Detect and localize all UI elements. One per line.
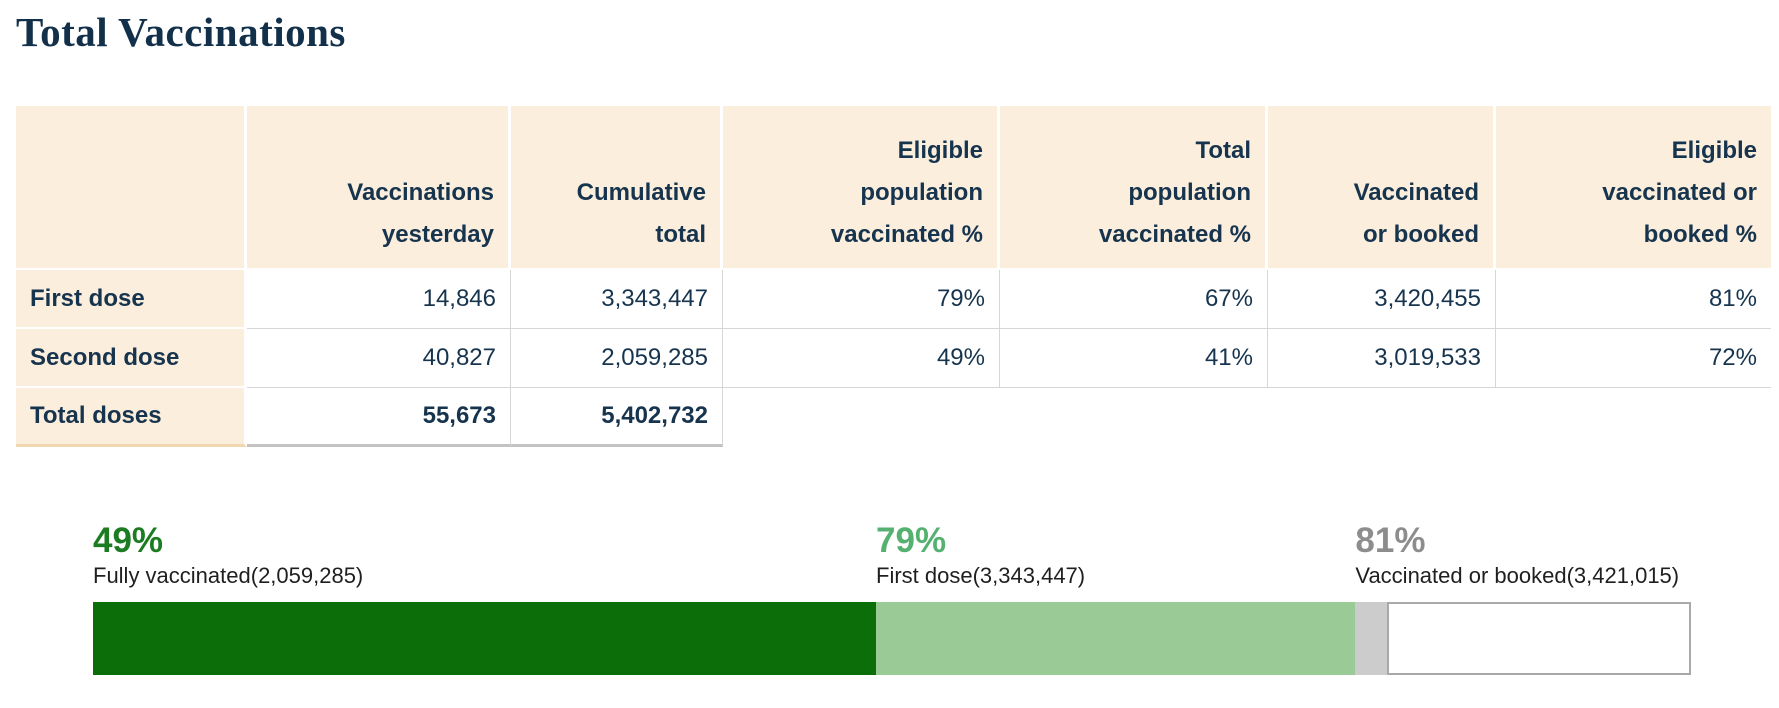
fully-vaccinated-caption: Fully vaccinated(2,059,285) — [93, 562, 364, 588]
cell-second-dose-vaccinated-or-booked: 3,019,533 — [1268, 329, 1496, 388]
bar-segment-fully-vaccinated — [93, 602, 877, 675]
cell-first-dose-vaccinated-or-booked: 3,420,455 — [1268, 270, 1496, 329]
cell-total-doses-cumulative: 5,402,732 — [511, 388, 723, 447]
cell-second-dose-total-pct: 41% — [1000, 329, 1268, 388]
cell-first-dose-eligible-booked-pct: 81% — [1496, 270, 1771, 329]
vaccinations-table: Vaccinations yesterday Cumulative total … — [16, 106, 1771, 447]
cell-second-dose-eligible-pct: 49% — [723, 329, 1000, 388]
vaccinations-dashboard: Total Vaccinations Vaccinations yesterda… — [16, 9, 1771, 675]
bar-label-fully-vaccinated: 49% Fully vaccinated(2,059,285) — [93, 521, 364, 589]
cell-first-dose-total-pct: 67% — [1000, 270, 1268, 329]
bar-labels: 49% Fully vaccinated(2,059,285) 79% Firs… — [93, 521, 1691, 599]
cell-empty — [1268, 388, 1496, 447]
cell-total-doses-yesterday: 55,673 — [247, 388, 511, 447]
row-label-second-dose: Second dose — [16, 329, 247, 388]
col-header-total-population-vaccinated: Total population vaccinated % — [1000, 106, 1268, 270]
col-header-eligible-vaccinated-or-booked: Eligible vaccinated or booked % — [1496, 106, 1771, 270]
bar-segment-first-dose — [876, 602, 1356, 675]
cell-empty — [1000, 388, 1268, 447]
vaccination-progress-chart: 49% Fully vaccinated(2,059,285) 79% Firs… — [93, 521, 1691, 675]
vaccinated-or-booked-caption: Vaccinated or booked(3,421,015) — [1355, 562, 1680, 588]
table-row-second-dose: Second dose 40,827 2,059,285 49% 41% 3,0… — [16, 329, 1771, 388]
cell-empty — [723, 388, 1000, 447]
col-header-cumulative-total: Cumulative total — [511, 106, 723, 270]
cell-first-dose-eligible-pct: 79% — [723, 270, 1000, 329]
col-header-vaccinations-yesterday: Vaccinations yesterday — [247, 106, 511, 270]
cell-second-dose-yesterday: 40,827 — [247, 329, 511, 388]
table-row-total-doses: Total doses 55,673 5,402,732 — [16, 388, 1771, 447]
first-dose-caption: First dose(3,343,447) — [876, 562, 1086, 588]
vaccinated-or-booked-percent: 81% — [1355, 521, 1426, 560]
col-header-eligible-population-vaccinated: Eligible population vaccinated % — [723, 106, 1000, 270]
cell-second-dose-cumulative: 2,059,285 — [511, 329, 723, 388]
progress-bar — [93, 602, 1691, 675]
table-header-row: Vaccinations yesterday Cumulative total … — [16, 106, 1771, 270]
bar-label-vaccinated-or-booked: 81% Vaccinated or booked(3,421,015) — [1355, 521, 1680, 589]
first-dose-percent: 79% — [876, 521, 947, 560]
bar-label-first-dose: 79% First dose(3,343,447) — [876, 521, 1086, 589]
bar-segment-remainder — [1387, 602, 1691, 675]
cell-first-dose-cumulative: 3,343,447 — [511, 270, 723, 329]
col-header-blank — [16, 106, 247, 270]
row-label-total-doses: Total doses — [16, 388, 247, 447]
fully-vaccinated-percent: 49% — [93, 521, 164, 560]
cell-first-dose-yesterday: 14,846 — [247, 270, 511, 329]
table-row-first-dose: First dose 14,846 3,343,447 79% 67% 3,42… — [16, 270, 1771, 329]
cell-empty — [1496, 388, 1771, 447]
col-header-vaccinated-or-booked: Vaccinated or booked — [1268, 106, 1496, 270]
cell-second-dose-eligible-booked-pct: 72% — [1496, 329, 1771, 388]
row-label-first-dose: First dose — [16, 270, 247, 329]
page-title: Total Vaccinations — [16, 9, 346, 55]
bar-segment-vaccinated-or-booked — [1355, 602, 1388, 675]
